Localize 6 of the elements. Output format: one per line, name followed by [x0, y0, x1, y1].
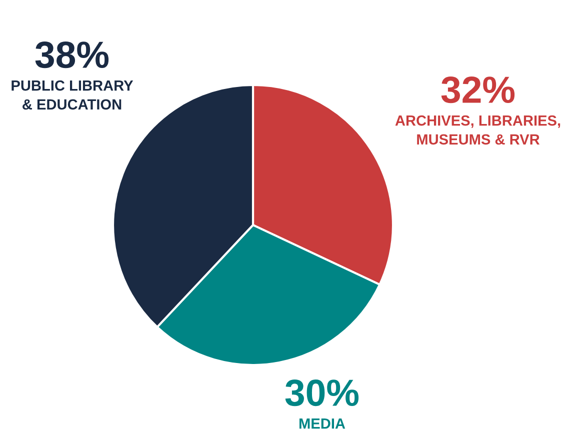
slice-label: MEDIA	[299, 418, 346, 429]
data-label: 30%	[285, 380, 359, 406]
slice-label: ARCHIVES, LIBRARIES, MUSEUMS & RVR	[395, 115, 560, 145]
slice-label: PUBLIC LIBRARY & EDUCATION	[12, 80, 134, 110]
data-label: 32%	[441, 76, 515, 104]
data-label: 38%	[35, 42, 109, 68]
